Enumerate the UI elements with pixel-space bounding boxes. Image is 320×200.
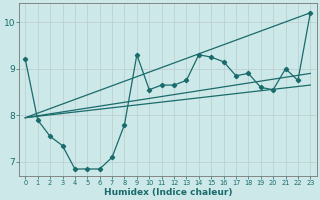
X-axis label: Humidex (Indice chaleur): Humidex (Indice chaleur) — [104, 188, 232, 197]
